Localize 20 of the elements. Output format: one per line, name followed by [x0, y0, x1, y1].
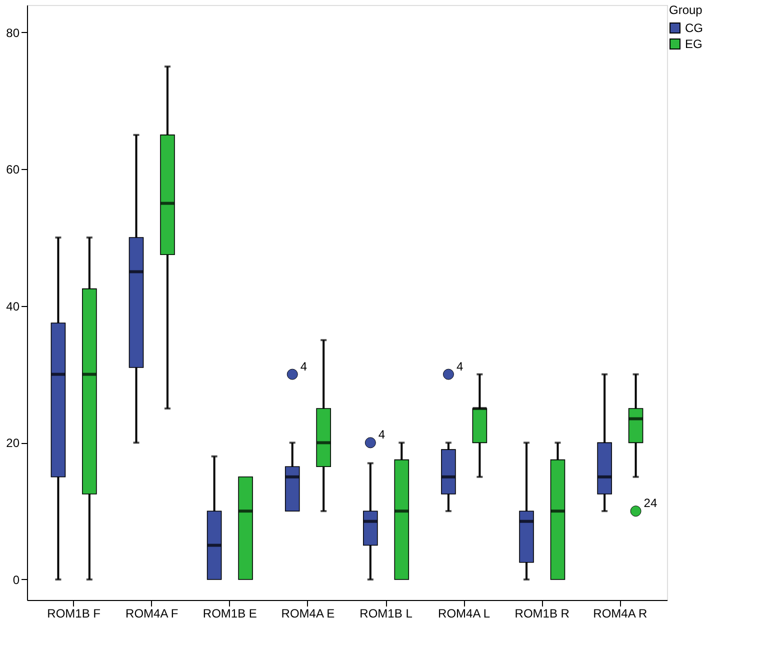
y-tick-label: 80: [6, 26, 20, 40]
y-tick-label: 20: [6, 436, 20, 450]
legend-label: EG: [685, 37, 702, 51]
legend-title: Group: [669, 3, 703, 17]
x-tick-label: ROM4A L: [438, 606, 490, 620]
annotation: 4: [456, 359, 464, 374]
annotation: 4: [300, 359, 308, 374]
annotation: 4: [378, 428, 386, 442]
x-tick-label: ROM1B R: [514, 606, 570, 620]
x-tick-label: ROM1B E: [202, 606, 257, 620]
legend-label: CG: [685, 21, 703, 35]
x-tick-label: ROM4A R: [593, 606, 648, 620]
annotation: 24: [644, 496, 658, 510]
y-tick-label: 60: [6, 162, 20, 177]
x-tick-label: ROM1B L: [360, 606, 413, 620]
y-tick-label: 40: [6, 299, 20, 314]
y-tick-label: 0: [12, 572, 20, 587]
x-tick-label: ROM4A F: [126, 606, 178, 620]
x-tick-label: ROM1B F: [47, 606, 100, 620]
x-tick-label: ROM4A E: [281, 606, 335, 620]
